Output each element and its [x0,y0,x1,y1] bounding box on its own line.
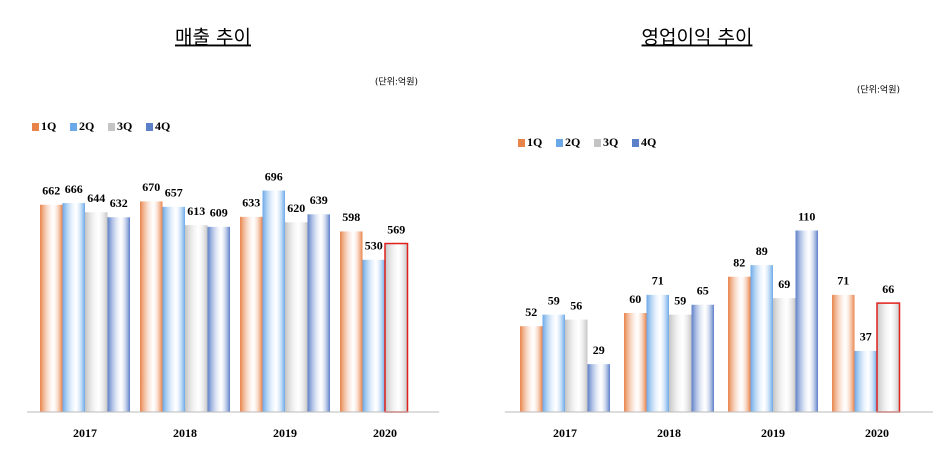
data-label: 71 [652,274,664,288]
bar [362,259,385,412]
legend-swatch [108,123,115,131]
bar [587,364,610,412]
x-tick-label: 2018 [173,426,197,440]
bar [240,216,263,412]
bar [285,222,308,412]
bar [832,294,855,412]
bar [140,201,163,412]
bar [542,314,565,412]
data-label: 59 [674,293,686,307]
data-label: 569 [387,222,405,236]
legend-label: 4Q [641,135,656,149]
bar [262,190,285,412]
data-label: 66 [882,282,894,296]
data-label: 609 [210,206,228,220]
bar [876,302,901,413]
bar [40,204,63,412]
data-label: 110 [798,209,815,223]
bar [773,298,796,412]
legend-label: 3Q [603,135,618,149]
data-label: 56 [570,298,582,312]
data-label: 530 [365,239,383,253]
bar [669,314,692,412]
data-label: 89 [756,244,768,258]
bar [750,265,773,412]
data-label: 29 [593,343,605,357]
bar [728,276,751,412]
x-tick-label: 2020 [865,426,889,440]
x-tick-label: 2017 [553,426,577,440]
data-label: 37 [860,330,872,344]
legend-label: 1Q [527,135,542,149]
x-tick-label: 2018 [657,426,681,440]
x-tick-label: 2019 [273,426,297,440]
chart-title: 매출 추이 [175,27,251,49]
bar [795,230,818,412]
legend-label: 4Q [155,119,170,133]
bar [646,294,669,412]
data-label: 696 [265,169,283,183]
legend-label: 2Q [565,135,580,149]
legend-swatch [70,123,77,131]
x-tick-label: 2017 [73,426,97,440]
data-label: 69 [778,277,790,291]
data-label: 65 [697,284,709,298]
legend-swatch [146,123,153,131]
unit-label: (단위:억원) [375,76,418,88]
data-label: 662 [42,183,60,197]
legend-label: 1Q [41,119,56,133]
bar [107,217,130,412]
chart-title: 영업이익 추이 [642,27,753,49]
bar [185,225,208,412]
data-label: 613 [187,204,205,218]
bar [624,313,647,412]
bar [85,212,108,412]
legend-swatch [556,139,563,147]
legend-label: 2Q [79,119,94,133]
legend-swatch [518,139,525,147]
data-label: 639 [310,193,328,207]
data-label: 598 [342,210,360,224]
data-label: 633 [242,196,260,210]
data-label: 657 [165,186,183,200]
data-label: 52 [525,305,537,319]
bar [520,326,543,412]
data-label: 670 [142,180,160,194]
legend-label: 3Q [117,119,132,133]
data-label: 59 [548,293,560,307]
data-label: 60 [629,292,641,306]
x-tick-label: 2019 [761,426,785,440]
bar [384,242,409,413]
bar [691,304,714,412]
data-label: 644 [87,191,105,205]
data-label: 71 [837,274,849,288]
x-tick-label: 2020 [373,426,397,440]
data-label: 82 [733,255,745,269]
bar [162,206,185,412]
legend-swatch [594,139,601,147]
bar [854,350,877,412]
bar [62,203,85,412]
data-label: 632 [110,196,128,210]
bar [565,319,588,412]
data-label: 620 [287,201,305,215]
bar [307,214,330,412]
legend-swatch [32,123,39,131]
data-label: 666 [65,182,83,196]
unit-label: (단위:억원) [857,84,900,96]
bar [340,231,363,412]
bar [207,226,230,412]
legend-swatch [632,139,639,147]
